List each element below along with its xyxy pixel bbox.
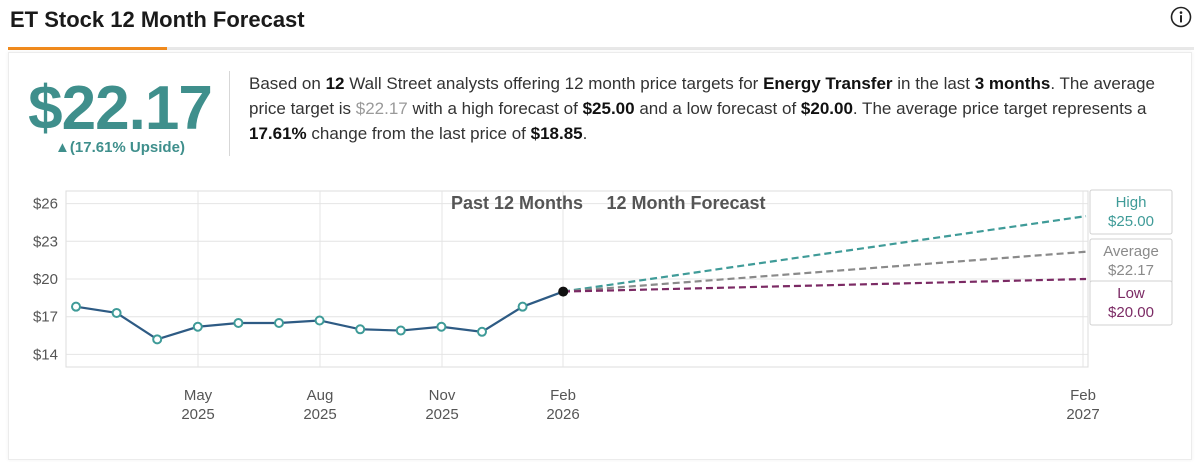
page-title: ET Stock 12 Month Forecast [10,7,305,32]
active-tab-indicator [8,47,167,50]
forecast-card: $22.17 ▲(17.61% Upside) Based on 12 Wall… [8,52,1192,460]
info-icon[interactable] [1170,6,1192,28]
upside-badge: ▲(17.61% Upside) [55,139,185,156]
average-price-target: $22.17 [28,74,213,143]
summary-text: Based on 12 Wall Street analysts offerin… [249,74,1155,143]
divider [229,71,230,156]
tab-underline [8,47,1194,50]
header: ET Stock 12 Month Forecast [0,0,1200,48]
